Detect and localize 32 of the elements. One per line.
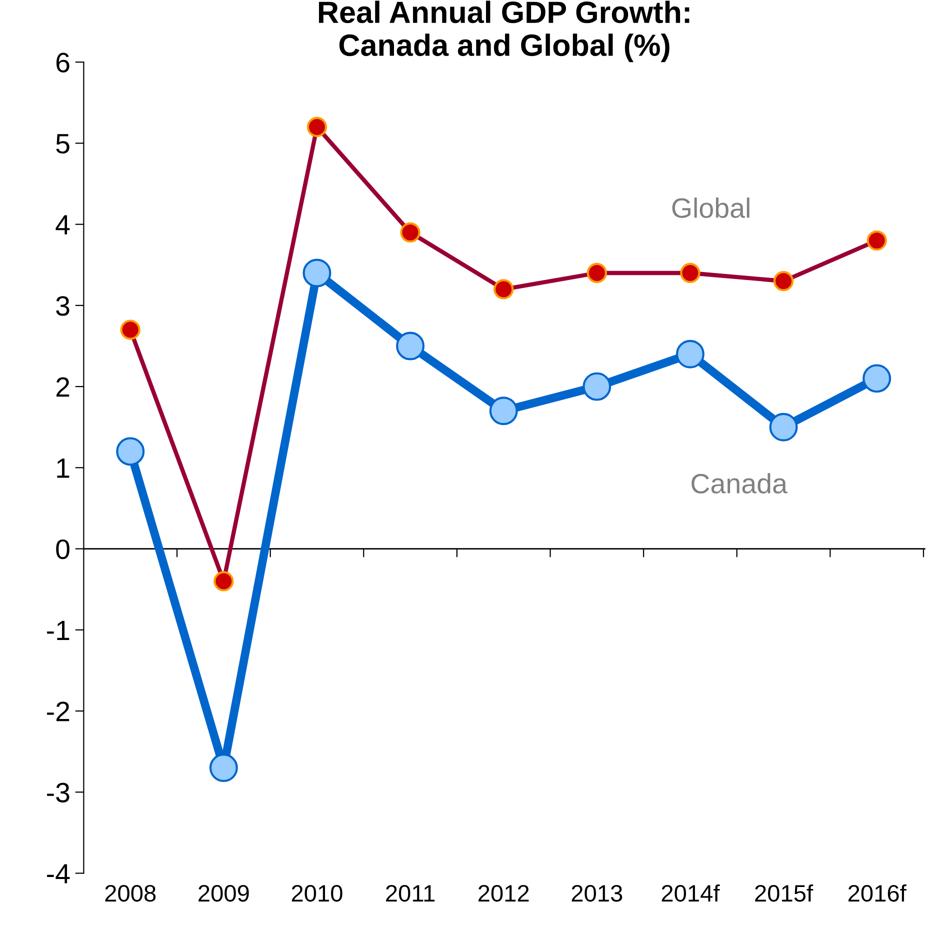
- x-tick-label: 2011: [386, 884, 435, 902]
- y-tick-label: -3: [47, 782, 70, 802]
- y-tick-label: 6: [56, 52, 70, 72]
- y-tick-label: 3: [56, 296, 70, 316]
- y-tick-label: -4: [47, 864, 70, 884]
- point: [396, 332, 425, 360]
- point: [676, 340, 704, 368]
- x-tick-label: 2010: [292, 884, 342, 902]
- point: [302, 258, 332, 288]
- x-tick-label: 2012: [478, 884, 529, 902]
- series-label: Canada: [692, 473, 788, 494]
- x-tick-label: 2016f: [848, 884, 906, 902]
- x-tick-label: 2014f: [662, 884, 720, 902]
- x-tick-label: 2008: [105, 884, 156, 902]
- point: [116, 437, 145, 466]
- chart-title: Real Annual GDP Growth: Canada and Global (%): [318, 0, 690, 62]
- x-tick-label: 2009: [198, 884, 249, 902]
- y-tick-label: 0: [56, 539, 70, 560]
- x-tick-label: 2015f: [755, 884, 814, 902]
- y-tick-label: -1: [47, 620, 70, 640]
- point: [489, 396, 518, 426]
- y-tick-label: 1: [57, 458, 70, 478]
- series-label: Global: [672, 198, 750, 218]
- point: [862, 364, 892, 393]
- y-tick-label: 4: [56, 215, 70, 234]
- y-tick-label: 2: [56, 377, 70, 397]
- y-tick-label: -2: [47, 702, 70, 722]
- point: [769, 412, 798, 442]
- point: [209, 754, 238, 782]
- point: [582, 372, 612, 401]
- x-tick-label: 2013: [572, 884, 622, 902]
- y-tick-label: 5: [56, 134, 70, 154]
